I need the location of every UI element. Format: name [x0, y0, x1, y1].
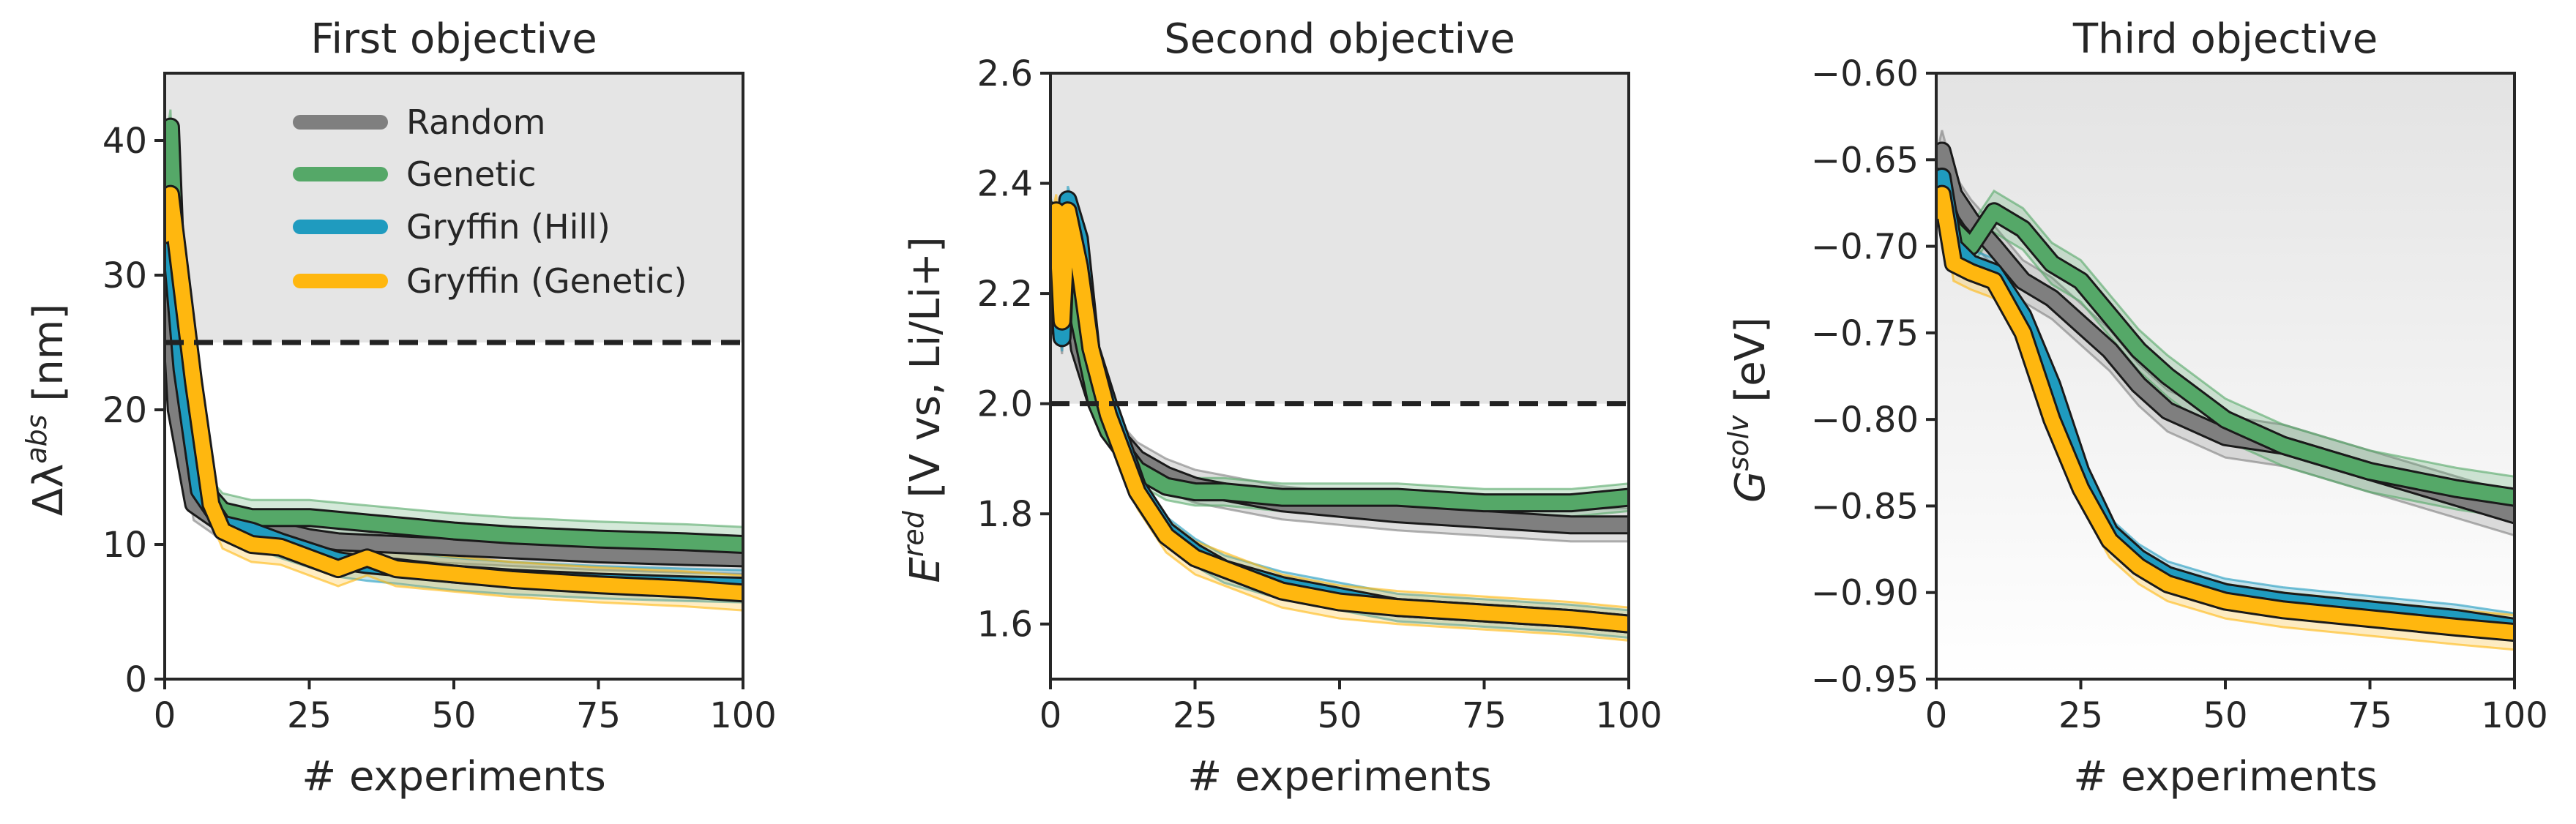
- x-tick-label: 25: [2058, 695, 2103, 736]
- y-axis-label: Ered [V vs, Li/Li+]: [897, 236, 949, 583]
- x-tick-label: 50: [2203, 695, 2247, 736]
- y-axis-label-suffix: [nm]: [25, 304, 72, 415]
- chart-title: Third objective: [2072, 15, 2378, 63]
- x-tick-label: 75: [576, 695, 621, 736]
- legend: Random Genetic Gryffin (Hill) Gryffin (G…: [293, 102, 687, 301]
- x-tick-label: 100: [709, 695, 777, 736]
- panel-second-objective: Second objective 0 25 50 75 100 1.6 1.8 2.0 2.2 2…: [897, 15, 1662, 801]
- legend-label-genetic: Genetic: [406, 154, 537, 194]
- x-tick-label: 25: [1173, 695, 1217, 736]
- line-gryffin-genetic: [1050, 203, 1629, 632]
- x-tick-label: 0: [1925, 695, 1948, 736]
- x-tick-label: 0: [154, 695, 176, 736]
- y-axis-label: Gsolv [eV]: [1722, 317, 1774, 503]
- y-tick-label: 2.6: [977, 53, 1033, 94]
- y-axis-label-base: E: [902, 557, 949, 583]
- panel-third-objective: Third objective 0 25 50 75 100 −0.95 −0.90 −0.8…: [1722, 15, 2548, 801]
- y-tick-label: 2.0: [977, 384, 1033, 425]
- y-tick-label: −0.70: [1811, 227, 1919, 268]
- target-region-shade: [1050, 73, 1629, 404]
- panel-first-objective: First objective 0 25 50 75 100 0 10 20 30 40 # ex…: [20, 15, 777, 801]
- y-axis-label: Δλabs [nm]: [20, 304, 72, 516]
- x-tick-label: 100: [1595, 695, 1662, 736]
- x-tick-label: 50: [1317, 695, 1362, 736]
- y-tick-label: −0.90: [1811, 573, 1919, 614]
- line-random: [165, 201, 743, 566]
- x-axis-label: # experiments: [1187, 753, 1492, 801]
- data-layer: [1050, 185, 1629, 642]
- x-tick-label: 100: [2481, 695, 2548, 736]
- line-gryffin-genetic: [1936, 187, 2515, 640]
- y-tick-label: 1.8: [977, 494, 1033, 535]
- y-axis-label-base: Δλ: [25, 464, 72, 516]
- y-axis-label-sup: abs: [20, 414, 53, 463]
- y-tick-label: 2.4: [977, 164, 1033, 205]
- x-axis-label: # experiments: [302, 753, 606, 801]
- y-axis-label-base: G: [1727, 471, 1774, 502]
- data-layer: [165, 109, 743, 612]
- y-tick-label: 40: [102, 121, 147, 162]
- y-axis-label-suffix: [eV]: [1727, 317, 1774, 415]
- x-tick-label: 0: [1039, 695, 1062, 736]
- legend-label-gryffin-genetic: Gryffin (Genetic): [406, 261, 687, 301]
- y-axis-label-sup: red: [897, 510, 930, 557]
- y-axis-label-suffix: [V vs, Li/Li+]: [902, 236, 949, 511]
- line-genetic: [1936, 169, 2515, 505]
- chart-title: Second objective: [1164, 15, 1515, 63]
- x-tick-label: 75: [2348, 695, 2392, 736]
- y-tick-label: −0.95: [1811, 659, 1919, 700]
- y-axis-label-sup: solv: [1722, 415, 1755, 471]
- y-tick-label: −0.85: [1811, 486, 1919, 527]
- chart-title: First objective: [310, 15, 597, 63]
- x-tick-label: 75: [1462, 695, 1507, 736]
- x-axis-label: # experiments: [2073, 753, 2378, 801]
- y-tick-label: 2.2: [977, 274, 1033, 315]
- y-tick-label: −0.75: [1811, 313, 1919, 354]
- x-tick-label: 25: [287, 695, 332, 736]
- y-tick-label: −0.65: [1811, 140, 1919, 181]
- x-tick-label: 50: [431, 695, 476, 736]
- legend-label-random: Random: [406, 102, 545, 142]
- target-region-shade: [165, 73, 743, 342]
- y-tick-label: 20: [102, 390, 147, 431]
- legend-label-gryffin-hill: Gryffin (Hill): [406, 207, 611, 247]
- data-layer: [1936, 130, 2515, 651]
- y-tick-label: 10: [102, 525, 147, 566]
- y-tick-label: 1.6: [977, 604, 1033, 645]
- y-tick-label: −0.80: [1811, 400, 1919, 441]
- line-gryffin-genetic: [165, 187, 743, 601]
- y-tick-label: 30: [102, 255, 147, 296]
- y-tick-label: −0.60: [1811, 53, 1919, 94]
- y-tick-label: 0: [124, 659, 147, 700]
